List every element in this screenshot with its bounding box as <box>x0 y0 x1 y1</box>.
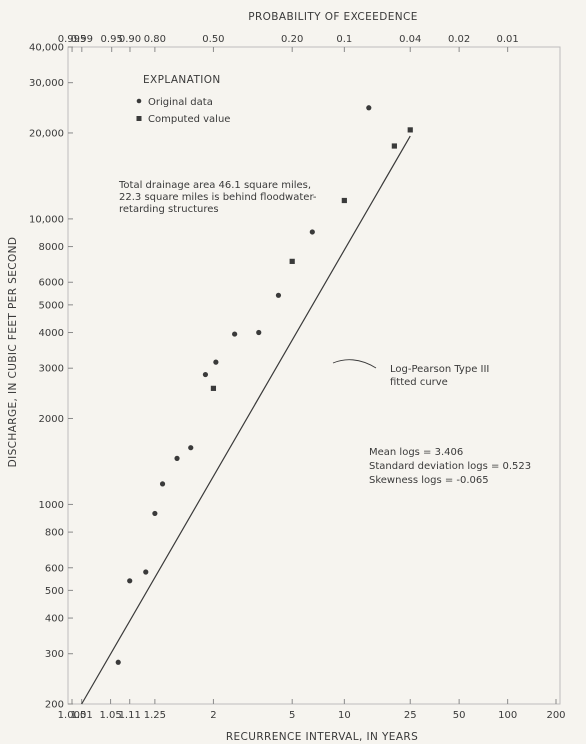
y-tick-label: 1000 <box>39 500 64 511</box>
fitted-curve-label-line-1: Log-Pearson Type III <box>390 364 489 375</box>
top-tick-label: 0.20 <box>281 34 303 45</box>
legend-item-original: Original data <box>148 97 213 108</box>
top-axis-title: PROBABILITY OF EXCEEDENCE <box>248 11 418 23</box>
fitted-curve-label-line-2: fitted curve <box>390 377 448 388</box>
legend-square-marker <box>136 116 142 121</box>
legend-title: EXPLANATION <box>143 74 221 86</box>
top-tick-label: 0.95 <box>101 34 123 45</box>
y-tick-label: 5000 <box>39 300 64 311</box>
y-tick-label: 10,000 <box>29 214 64 225</box>
x-tick-label: 200 <box>546 710 565 721</box>
y-tick-label: 3000 <box>39 364 64 375</box>
y-tick-label: 40,000 <box>29 43 64 54</box>
drainage-note-line-2: 22.3 square miles is behind floodwater- <box>119 192 317 203</box>
computed-value-point <box>289 258 295 264</box>
drainage-note: Total drainage area 46.1 square miles, 2… <box>118 180 317 215</box>
x-tick-label: 1.11 <box>119 710 141 721</box>
top-tick-label: 0.995 <box>58 34 87 45</box>
y-tick-label: 800 <box>45 528 64 539</box>
fitted-curve-line <box>81 135 411 705</box>
original-data-point <box>159 481 166 487</box>
y-axis: 200 300 400 500 600 800 1000 2000 3000 4000 5000 60… <box>29 43 73 711</box>
drainage-note-line-1: Total drainage area 46.1 square miles, <box>118 180 311 191</box>
top-tick-label: 0.99 <box>71 34 93 45</box>
original-data-point <box>256 329 262 336</box>
original-data-point <box>275 292 282 298</box>
y-tick-label: 6000 <box>39 278 64 289</box>
y-tick-label: 500 <box>45 586 64 597</box>
fitted-curve-leader-line <box>332 359 377 369</box>
computed-value-point <box>407 127 413 133</box>
y-tick-label: 30,000 <box>29 78 64 89</box>
computed-value-point <box>210 385 217 391</box>
original-data-point <box>115 659 121 665</box>
computed-value-point <box>341 197 347 204</box>
x-tick-label: 100 <box>498 710 517 721</box>
x-tick-label: 25 <box>404 710 417 721</box>
y-tick-label: 4000 <box>39 328 64 339</box>
legend-item-computed: Computed value <box>148 114 230 125</box>
top-tick-label: 0.1 <box>336 34 352 45</box>
original-data-point <box>188 445 194 451</box>
top-tick-label: 0.02 <box>448 34 470 45</box>
original-data-point <box>202 371 209 378</box>
original-data-point <box>366 105 372 111</box>
original-data-point <box>174 455 180 461</box>
y-axis-title: DISCHARGE, IN CUBIC FEET PER SECOND <box>7 237 19 468</box>
y-tick-label: 300 <box>45 649 64 660</box>
y-tick-label: 8000 <box>39 242 64 253</box>
y-tick-label: 200 <box>45 700 64 711</box>
data-points <box>115 105 413 665</box>
x-axis-title: RECURRENCE INTERVAL, IN YEARS <box>226 731 418 743</box>
drainage-note-line-3: retarding structures <box>119 204 219 215</box>
top-tick-label: 0.80 <box>144 34 166 45</box>
original-data-point <box>143 569 149 575</box>
top-tick-label: 0.04 <box>399 34 421 45</box>
statistics-note: Mean logs = 3.406 Standard deviation log… <box>369 447 531 486</box>
stats-std-dev: Standard deviation logs = 0.523 <box>369 461 531 472</box>
top-tick-label: 0.01 <box>497 34 519 45</box>
x-tick-label: 2 <box>210 710 216 721</box>
x-tick-label: 1.005 <box>58 710 87 721</box>
y-tick-label: 600 <box>45 563 64 574</box>
stats-skewness: Skewness logs = -0.065 <box>369 475 489 486</box>
fitted-curve-label: Log-Pearson Type III fitted curve <box>332 359 489 388</box>
x-tick-label: 50 <box>453 710 466 721</box>
plot-frame <box>67 46 561 705</box>
original-data-point <box>213 359 219 365</box>
y-tick-label: 20,000 <box>29 128 64 139</box>
x-tick-label: 1.25 <box>144 710 166 721</box>
original-data-point <box>127 578 133 584</box>
x-tick-label: 1.01 <box>71 710 93 721</box>
legend: EXPLANATION Original data Computed value <box>136 74 230 125</box>
computed-value-point <box>391 143 397 149</box>
x-tick-label: 5 <box>289 710 295 721</box>
original-data-point <box>232 331 238 337</box>
original-data-point <box>152 510 158 517</box>
original-data-point <box>309 229 315 235</box>
legend-dot-marker <box>136 98 142 104</box>
x-tick-label: 10 <box>338 710 351 721</box>
y-tick-label: 2000 <box>39 414 64 425</box>
top-tick-label: 0.90 <box>119 34 141 45</box>
top-tick-label: 0.50 <box>202 34 224 45</box>
y-tick-label: 400 <box>45 614 64 625</box>
x-tick-label: 1.05 <box>99 710 121 721</box>
stats-mean: Mean logs = 3.406 <box>369 447 463 458</box>
